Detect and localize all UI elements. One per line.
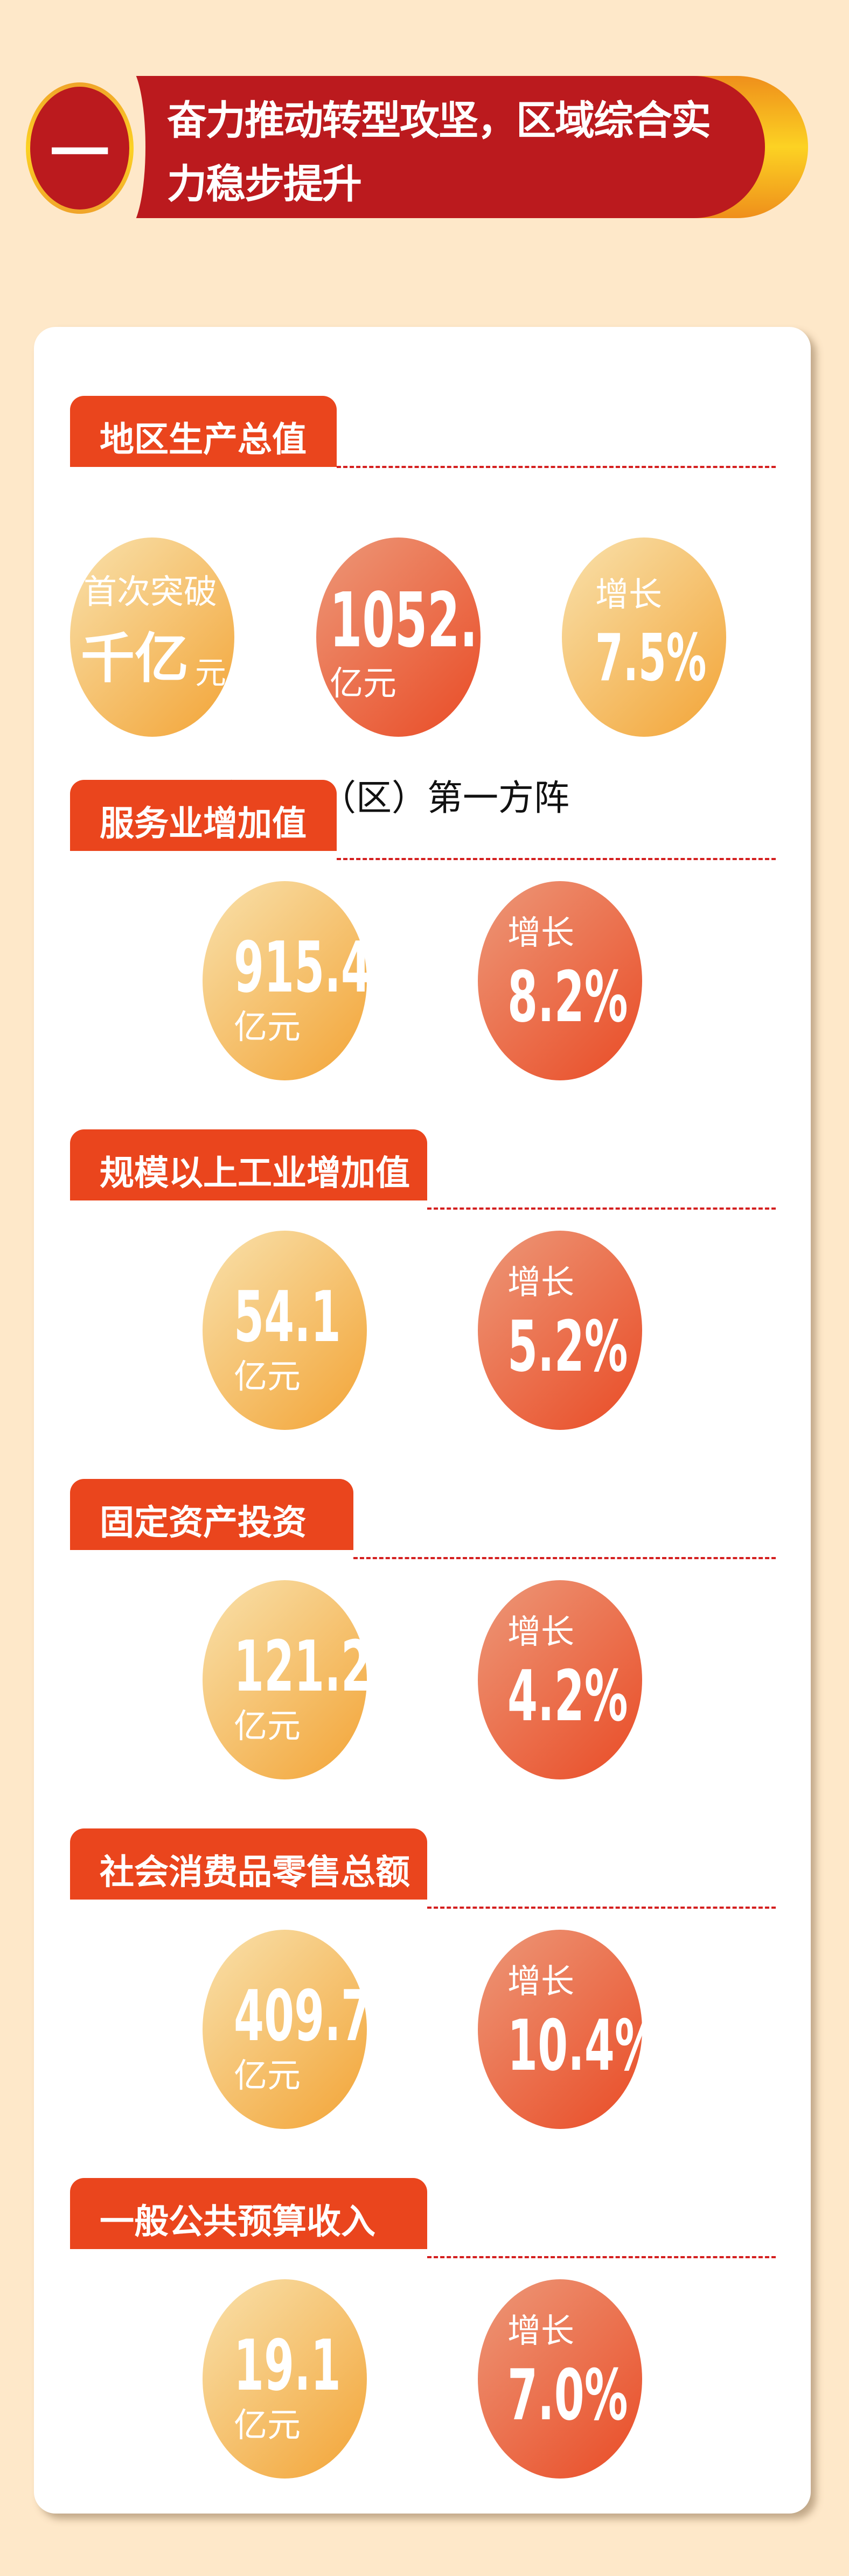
growth-label: 增长 [507, 1612, 575, 1651]
divider [427, 1207, 776, 1210]
stat-value: 54.1 [234, 1276, 341, 1358]
stat-unit: 亿元 [234, 1007, 301, 1046]
section-label: 规模以上工业增加值 [70, 1129, 427, 1200]
value-circle: 54.1 亿元 [203, 1231, 367, 1430]
stat-unit: 亿元 [330, 664, 397, 703]
section-label-gdp: 地区生产总值 [70, 396, 337, 467]
stat-unit: 亿元 [234, 1706, 301, 1746]
stat-unit: 元 [195, 654, 227, 691]
stat-caption: 首次突破 [83, 572, 218, 611]
growth-label: 增长 [507, 1961, 575, 2001]
stat-circle: 增长 7.5% [562, 537, 726, 737]
section-label: 社会消费品零售总额 [70, 1828, 427, 1900]
growth-value: 4.2% [507, 1655, 628, 1737]
growth-circle: 增长 7.0% [478, 2279, 642, 2479]
growth-circle: 增长 10.4% [478, 1930, 658, 2129]
growth-value: 10.4% [507, 2005, 658, 2086]
growth-value: 7.5% [595, 621, 707, 696]
section-label: 固定资产投资 [70, 1479, 353, 1550]
value-circle: 121.2 亿元 [203, 1580, 371, 1779]
stat-circle: 首次突破 千亿 元 [70, 537, 234, 737]
stat-value: 915.4 [234, 926, 371, 1008]
growth-label: 增长 [507, 913, 575, 952]
chapter-title: 奋力推动转型攻坚，区域综合实力稳步提升 [167, 97, 711, 207]
value-circle: 915.4 亿元 [203, 881, 371, 1080]
value-circle: 19.1 亿元 [203, 2279, 367, 2479]
stat-value: 千亿 [81, 627, 189, 690]
stat-value: 121.2 [234, 1625, 371, 1707]
growth-value: 7.0% [507, 2354, 628, 2436]
stat-unit: 亿元 [234, 2056, 301, 2095]
divider [427, 1907, 776, 1909]
growth-circle: 增长 4.2% [478, 1580, 642, 1779]
stat-unit: 亿元 [234, 1357, 301, 1396]
stat-circle: 1052.5 亿元 [316, 537, 510, 737]
divider [337, 466, 776, 468]
chapter-badge: 一 [26, 82, 134, 214]
stat-value: 1052.5 [330, 577, 510, 665]
divider [353, 1557, 776, 1559]
stat-value: 409.7 [234, 1975, 371, 2057]
growth-label: 增长 [507, 1262, 575, 1302]
section-label: 一般公共预算收入 [70, 2178, 427, 2249]
growth-value: 8.2% [507, 956, 628, 1038]
growth-circle: 增长 8.2% [478, 881, 642, 1080]
value-circle: 409.7 亿元 [203, 1930, 371, 2129]
stat-value: 19.1 [234, 2324, 341, 2406]
divider [427, 2256, 776, 2258]
chapter-number: 一 [30, 87, 129, 210]
growth-value: 5.2% [507, 1306, 628, 1387]
stat-unit: 亿元 [234, 2405, 301, 2445]
section-label: 服务业增加值 [70, 780, 337, 851]
chapter-banner [124, 76, 765, 218]
growth-circle: 增长 5.2% [478, 1231, 642, 1430]
growth-label: 增长 [595, 575, 663, 614]
growth-label: 增长 [507, 2311, 575, 2350]
divider [337, 858, 776, 860]
